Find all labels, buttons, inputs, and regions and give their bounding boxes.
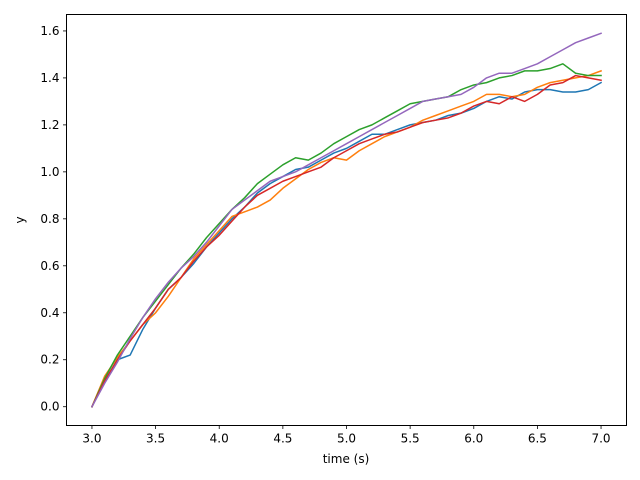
x-axis: 3.0 3.5 4.0 4.5 5.0 5.5 6.0 6.5 7.0 [82,425,611,446]
y-axis: 0.0 0.2 0.4 0.6 0.8 1.0 1.2 1.4 1.6 [40,24,67,414]
series-line-2 [90,69,603,408]
y-tick-label: 1.4 [40,71,59,85]
x-tick-label: 6.5 [528,432,547,446]
y-tick-label: 0.8 [40,212,59,226]
x-axis-title: time (s) [323,452,370,466]
x-tick-label: 4.0 [210,432,229,446]
y-tick-label: 1.0 [40,165,59,179]
series-line-4 [90,74,602,408]
y-tick-label: 1.2 [40,118,59,132]
x-tick-label: 3.0 [82,432,101,446]
series-layer [90,32,603,408]
y-tick-label: 0.4 [40,306,59,320]
x-tick-label: 3.5 [146,432,165,446]
y-tick-label: 0.6 [40,259,59,273]
y-tick-label: 0.2 [40,353,59,367]
series-line-5 [90,32,603,408]
x-tick-label: 6.0 [464,432,483,446]
x-tick-label: 4.5 [273,432,292,446]
x-tick-label: 5.5 [401,432,420,446]
x-tick-label: 5.0 [337,432,356,446]
y-axis-title: y [13,216,27,223]
y-tick-label: 1.6 [40,24,59,38]
y-tick-label: 0.0 [40,400,59,414]
x-tick-label: 7.0 [591,432,610,446]
